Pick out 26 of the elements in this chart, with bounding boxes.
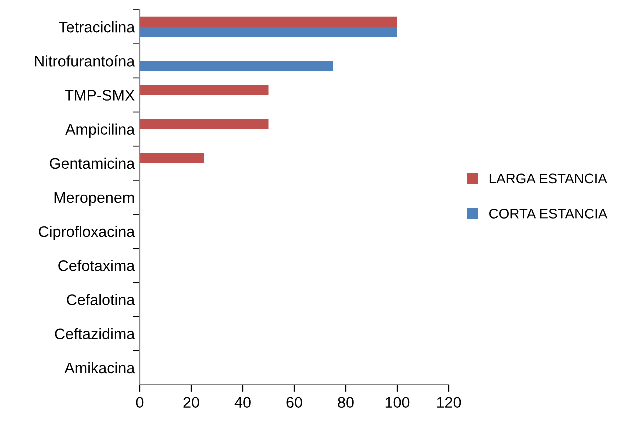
y-tick-label: TMP-SMX: [65, 90, 135, 101]
x-tick-label: 100: [386, 397, 410, 408]
legend-label: CORTA ESTANCIA: [490, 208, 608, 219]
x-tick-label: 20: [184, 397, 200, 408]
x-tick-label: 80: [338, 397, 354, 408]
bar: [140, 27, 398, 38]
legend-label: LARGA ESTANCIA: [490, 174, 608, 184]
y-tick-label: Cefalotina: [67, 294, 136, 306]
y-tick-label: Gentamicina: [50, 158, 136, 170]
x-tick-label: 60: [286, 397, 302, 408]
bar: [140, 61, 334, 72]
bar: [140, 16, 398, 28]
bar: [140, 153, 204, 164]
y-tick-label: Ampicilina: [66, 124, 136, 138]
y-tick-label: Tetraciclina: [59, 22, 136, 33]
y-tick-label: Meropenem: [54, 192, 134, 206]
x-tick-label: 0: [136, 397, 144, 408]
x-tick-label: 40: [234, 397, 251, 408]
bar: [140, 85, 269, 96]
y-tick-label: Nitrofurantoína: [35, 55, 136, 67]
y-tick-label: Cefotaxima: [58, 260, 136, 272]
bar: [140, 119, 269, 130]
x-tick-label: 120: [437, 397, 462, 408]
y-tick-label: Ceftazidima: [55, 328, 136, 340]
y-tick-label: Ciprofloxacina: [39, 226, 136, 240]
y-tick-label: Amikacina: [64, 362, 136, 374]
